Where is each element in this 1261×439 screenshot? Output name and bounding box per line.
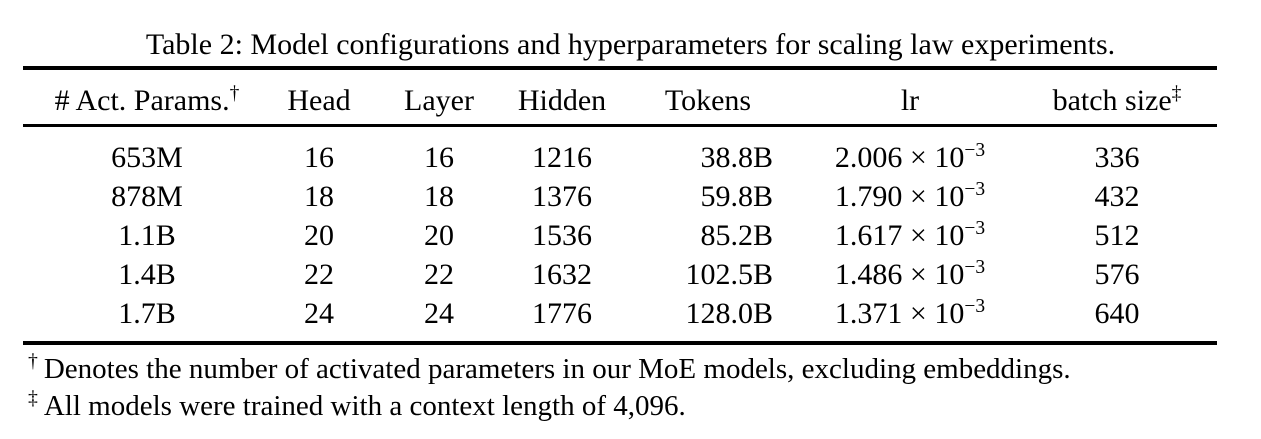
cell-batch-size: 512 [1094,219,1140,252]
cell-batch-size: 640 [1094,297,1140,330]
cell-tokens: 128.0B [685,297,773,330]
cell-act-params: 878M [111,180,183,213]
cell-batch-size: 336 [1094,141,1140,174]
column-header-batch-size: batch size‡ [1052,83,1182,117]
cell-head: 24 [304,297,334,330]
table-mid-rule [23,124,1217,127]
cell-act-params: 1.7B [118,297,176,330]
column-header-lr: lr [900,84,920,117]
cell-head: 20 [304,219,334,252]
cell-head: 22 [304,258,334,291]
footnote-text: All models were trained with a context l… [43,390,686,422]
double-dagger-mark: ‡ [28,387,38,410]
cell-tokens: 102.5B [685,258,773,291]
cell-lr: 1.617 × 10−3 [834,218,986,252]
table-body: 653M 16 16 1216 38.8B 2.006 × 10−3 336 8… [23,138,1217,333]
cell-layer: 18 [424,180,454,213]
table-bottom-rule [23,341,1217,345]
dagger-mark: † [229,83,240,105]
cell-head: 16 [304,141,334,174]
cell-batch-size: 576 [1094,258,1140,291]
double-dagger-mark: ‡ [1171,83,1182,105]
column-header-head: Head [287,84,351,117]
cell-head: 18 [304,180,334,213]
column-header-act-params: # Act. Params.† [54,83,240,117]
footnote-text: Denotes the number of activated paramete… [43,353,1071,385]
cell-hidden: 1376 [532,180,592,213]
cell-hidden: 1536 [532,219,592,252]
cell-hidden: 1216 [532,141,592,174]
column-header-hidden: Hidden [517,84,607,117]
table-caption: Table 2: Model configurations and hyperp… [145,28,1116,61]
table-header-row: # Act. Params.† Head Layer Hidden Tokens… [23,84,1217,118]
cell-tokens: 59.8B [700,180,773,213]
cell-tokens: 85.2B [700,219,773,252]
cell-layer: 22 [424,258,454,291]
cell-act-params: 1.4B [118,258,176,291]
column-header-layer: Layer [404,84,474,117]
table-footnotes: † Denotes the number of activated paramet… [28,351,1248,425]
cell-layer: 24 [424,297,454,330]
cell-tokens: 38.8B [700,141,773,174]
table-top-rule [23,66,1217,70]
cell-lr: 2.006 × 10−3 [834,140,986,174]
cell-layer: 20 [424,219,454,252]
cell-lr: 1.790 × 10−3 [834,179,986,213]
cell-hidden: 1632 [532,258,592,291]
footnote-double-dagger: ‡ All models were trained with a context … [28,388,1248,425]
column-header-tokens: Tokens [664,84,752,117]
cell-layer: 16 [424,141,454,174]
dagger-mark: † [28,350,38,373]
cell-lr: 1.486 × 10−3 [834,257,986,291]
footnote-dagger: † Denotes the number of activated paramet… [28,351,1248,388]
cell-lr: 1.371 × 10−3 [834,296,986,330]
cell-batch-size: 432 [1094,180,1140,213]
cell-act-params: 1.1B [118,219,176,252]
cell-hidden: 1776 [532,297,592,330]
cell-act-params: 653M [111,141,183,174]
